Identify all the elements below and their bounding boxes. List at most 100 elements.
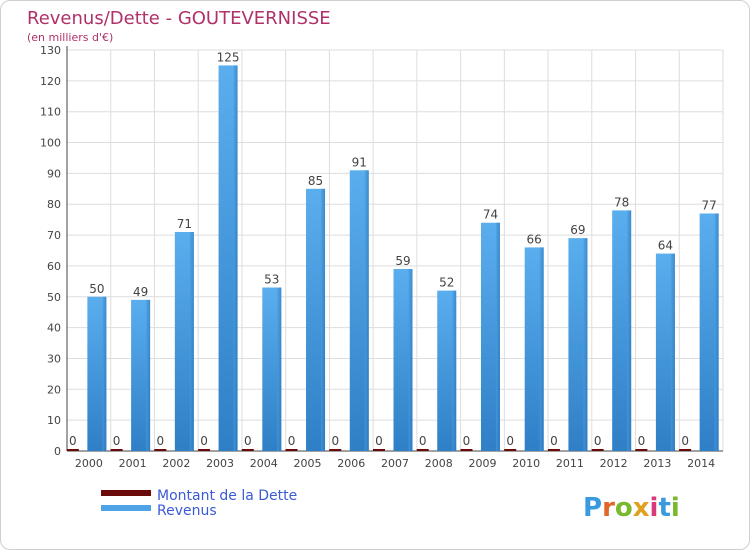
bar-revenus-shade [189, 231, 194, 451]
value-label-revenus: 71 [177, 217, 192, 231]
logo-letter: o [615, 493, 633, 523]
y-tick-label: 120 [40, 75, 61, 88]
bar-dette [198, 449, 211, 451]
value-label-revenus: 69 [570, 223, 585, 237]
bar-revenus-shade [670, 253, 675, 451]
x-tick-label: 2003 [206, 457, 234, 470]
value-label-dette: 0 [157, 434, 165, 448]
x-tick-label: 2005 [294, 457, 322, 470]
bar-revenus [131, 299, 151, 451]
value-label-revenus: 85 [308, 174, 323, 188]
bar-revenus-shade [364, 170, 369, 452]
y-tick-label: 70 [47, 229, 61, 242]
bar-revenus [262, 287, 282, 451]
bar-revenus [437, 290, 457, 451]
legend: Montant de la Dette Revenus [101, 488, 297, 519]
y-tick-label: 0 [54, 445, 61, 458]
value-label-dette: 0 [113, 434, 121, 448]
value-label-dette: 0 [69, 434, 77, 448]
x-tick-label: 2009 [468, 457, 496, 470]
value-label-dette: 0 [331, 434, 339, 448]
value-label-revenus: 66 [527, 232, 542, 246]
logo-letter: P [583, 493, 602, 523]
y-tick-label: 40 [47, 322, 61, 335]
bar-revenus [174, 231, 194, 451]
bar-dette [110, 449, 123, 451]
proxiti-logo: Proxiti [583, 493, 680, 523]
bar-revenus-shade [627, 210, 632, 451]
x-tick-label: 2000 [75, 457, 103, 470]
bar-dette [373, 449, 385, 451]
value-label-revenus: 77 [701, 198, 716, 212]
bar-dette [679, 449, 692, 451]
value-label-revenus: 91 [352, 155, 367, 169]
labels-layer: 0 50 0 49 0 71 0 125 0 53 0 85 0 91 0 59 0 52 0 74 0 66 0 69 0 78… [69, 50, 717, 448]
bar-revenus-shade [714, 213, 719, 451]
logo-letter: i [650, 493, 659, 523]
chart-subtitle: (en milliers d'€) [27, 31, 113, 44]
value-label-dette: 0 [375, 434, 383, 448]
bar-revenus [699, 213, 719, 451]
bar-revenus [612, 210, 632, 451]
logo-letter: x [633, 493, 650, 523]
bar-dette [66, 449, 79, 451]
bar-revenus [480, 222, 500, 451]
x-tick-label: 2012 [600, 457, 628, 470]
bar-dette [504, 449, 517, 451]
y-tick-label: 30 [47, 352, 61, 365]
bar-revenus [218, 65, 238, 451]
x-tick-label: 2008 [425, 457, 453, 470]
x-tick-label: 2006 [337, 457, 365, 470]
chart-title: Revenus/Dette - GOUTEVERNISSE [27, 8, 331, 29]
value-label-revenus: 53 [264, 273, 279, 287]
value-label-dette: 0 [200, 434, 208, 448]
bar-revenus-shade [102, 296, 107, 451]
bar-dette [416, 449, 429, 451]
value-label-dette: 0 [288, 434, 296, 448]
x-tick-label: 2002 [162, 457, 190, 470]
value-label-revenus: 64 [658, 239, 673, 253]
value-label-revenus: 52 [439, 276, 454, 290]
x-tick-label: 2013 [643, 457, 671, 470]
value-label-dette: 0 [244, 434, 252, 448]
bar-dette [460, 449, 473, 451]
legend-swatch-revenus [101, 505, 151, 511]
y-tick-label: 130 [40, 44, 61, 57]
axis-layer: 0 10 20 30 40 50 60 70 80 90 100 110 120 130 2000 2001 2… [40, 44, 723, 470]
logo-letter: i [671, 493, 680, 523]
bar-revenus [306, 188, 326, 452]
bars-layer [66, 65, 719, 452]
bar-dette [591, 449, 604, 451]
bar-dette [154, 449, 167, 451]
bar-revenus [568, 238, 588, 451]
value-label-revenus: 50 [89, 282, 104, 296]
y-tick-label: 100 [40, 137, 61, 150]
value-label-revenus: 125 [217, 50, 240, 64]
x-tick-label: 2004 [250, 457, 278, 470]
bar-revenus [524, 247, 544, 451]
x-tick-label: 2011 [556, 457, 584, 470]
value-label-dette: 0 [463, 434, 471, 448]
y-tick-label: 110 [40, 106, 61, 119]
bar-revenus-shade [321, 188, 326, 452]
bar-revenus-shade [495, 222, 500, 451]
bar-revenus [393, 269, 413, 451]
bar-revenus-shade [583, 238, 588, 451]
bar-dette [329, 449, 342, 451]
y-tick-label: 60 [47, 260, 61, 273]
bar-dette [547, 449, 560, 451]
value-label-revenus: 78 [614, 195, 629, 209]
legend-label-revenus: Revenus [157, 503, 217, 519]
logo-letter: r [602, 493, 615, 523]
bar-revenus-shade [539, 247, 544, 451]
bar-revenus [87, 296, 107, 451]
value-label-revenus: 74 [483, 208, 498, 222]
y-tick-label: 80 [47, 198, 61, 211]
y-tick-label: 90 [47, 167, 61, 180]
x-tick-label: 2001 [119, 457, 147, 470]
bar-revenus-shade [146, 299, 151, 451]
bar-dette [285, 449, 298, 451]
legend-label-dette: Montant de la Dette [157, 488, 297, 504]
